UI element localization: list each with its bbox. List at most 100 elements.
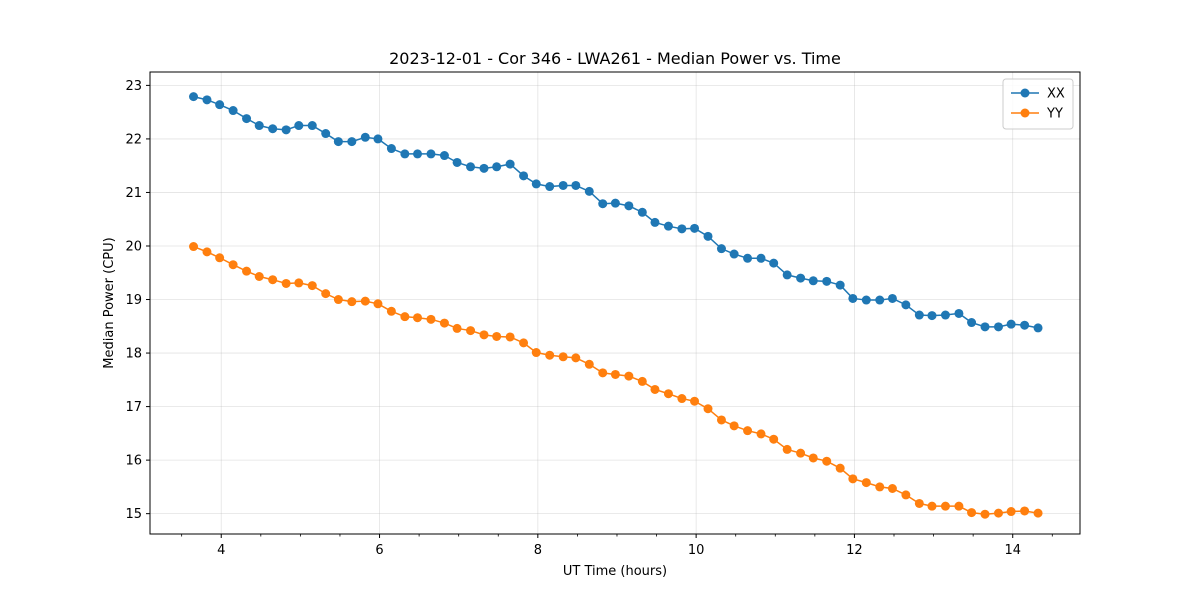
data-point-yy [386,306,396,316]
data-point-xx [571,180,581,190]
x-tick-label: 8 [534,543,542,558]
y-tick-label: 19 [125,293,142,308]
data-point-xx [677,224,687,234]
data-point-xx [426,149,436,159]
data-point-xx [716,244,726,254]
data-point-xx [598,199,608,209]
data-point-yy [835,463,845,473]
legend-label-xx: XX [1047,87,1065,102]
data-point-yy [663,389,673,399]
data-point-xx [743,253,753,263]
data-point-xx [650,217,660,227]
x-tick-label: 4 [217,543,225,558]
data-point-yy [505,332,515,342]
data-point-xx [545,182,555,192]
data-point-yy [294,278,304,288]
data-point-yy [875,482,885,492]
data-point-yy [980,509,990,519]
legend-box [1002,78,1074,130]
data-point-yy [333,295,343,305]
data-point-yy [413,313,423,323]
data-point-yy [242,266,252,276]
data-point-xx [400,149,410,159]
data-point-yy [743,426,753,436]
data-point-xx [729,249,739,259]
data-point-xx [294,121,304,131]
x-tick-label: 12 [846,543,863,558]
data-point-yy [901,490,911,500]
data-point-yy [519,338,529,348]
data-point-yy [610,369,620,379]
legend-marker-xx [1020,88,1030,98]
y-tick-label: 18 [125,347,142,362]
data-point-xx [242,114,252,124]
data-point-xx [228,106,238,116]
data-point-yy [531,348,541,358]
legend-marker-yy [1020,108,1030,118]
data-point-yy [769,434,779,444]
data-point-yy [545,350,555,360]
data-point-yy [558,352,568,362]
data-point-xx [268,124,278,134]
data-point-yy [677,394,687,404]
data-point-xx [505,159,515,169]
data-point-xx [413,149,423,159]
data-point-xx [610,198,620,208]
y-tick-label: 17 [125,400,142,415]
data-point-yy [571,353,581,363]
y-tick-label: 23 [125,79,142,94]
data-point-yy [940,501,950,511]
data-point-yy [954,501,964,511]
data-point-xx [321,129,331,139]
data-point-yy [281,278,291,288]
data-point-yy [729,421,739,431]
x-axis-label: UT Time (hours) [563,564,667,579]
data-point-yy [796,448,806,458]
data-point-xx [875,295,885,305]
data-point-yy [268,275,278,285]
x-tick-label: 6 [375,543,383,558]
data-point-xx [307,121,317,131]
data-point-xx [452,157,462,167]
data-point-xx [189,92,199,102]
data-point-yy [492,331,502,341]
y-axis-label: Median Power (CPU) [102,237,117,368]
data-point-yy [624,371,634,381]
grid [150,72,1080,534]
data-point-xx [360,132,370,142]
data-point-yy [228,260,238,270]
data-point-yy [808,453,818,463]
data-point-xx [980,322,990,332]
data-point-yy [189,242,199,252]
data-point-yy [967,508,977,518]
data-point-xx [954,308,964,318]
data-point-xx [492,162,502,172]
data-point-yy [927,501,937,511]
data-point-yy [426,314,436,324]
data-point-xx [914,310,924,320]
data-point-xx [479,163,489,173]
data-point-yy [202,247,212,257]
data-point-yy [598,368,608,378]
data-point-xx [663,221,673,231]
data-point-yy [347,297,357,307]
data-point-yy [637,376,647,386]
data-point-xx [808,276,818,286]
data-point-xx [769,258,779,268]
data-point-xx [254,121,264,131]
data-point-xx [558,180,568,190]
data-point-yy [690,396,700,406]
data-point-yy [1020,506,1030,516]
data-point-xx [822,276,832,286]
data-point-xx [584,186,594,196]
data-point-yy [650,384,660,394]
data-point-xx [690,223,700,233]
data-point-yy [914,498,924,508]
y-tick-label: 20 [125,239,142,254]
data-point-xx [993,322,1003,332]
data-point-yy [848,474,858,484]
data-point-xx [215,100,225,110]
y-tick-label: 21 [125,186,142,201]
data-point-yy [439,318,449,328]
